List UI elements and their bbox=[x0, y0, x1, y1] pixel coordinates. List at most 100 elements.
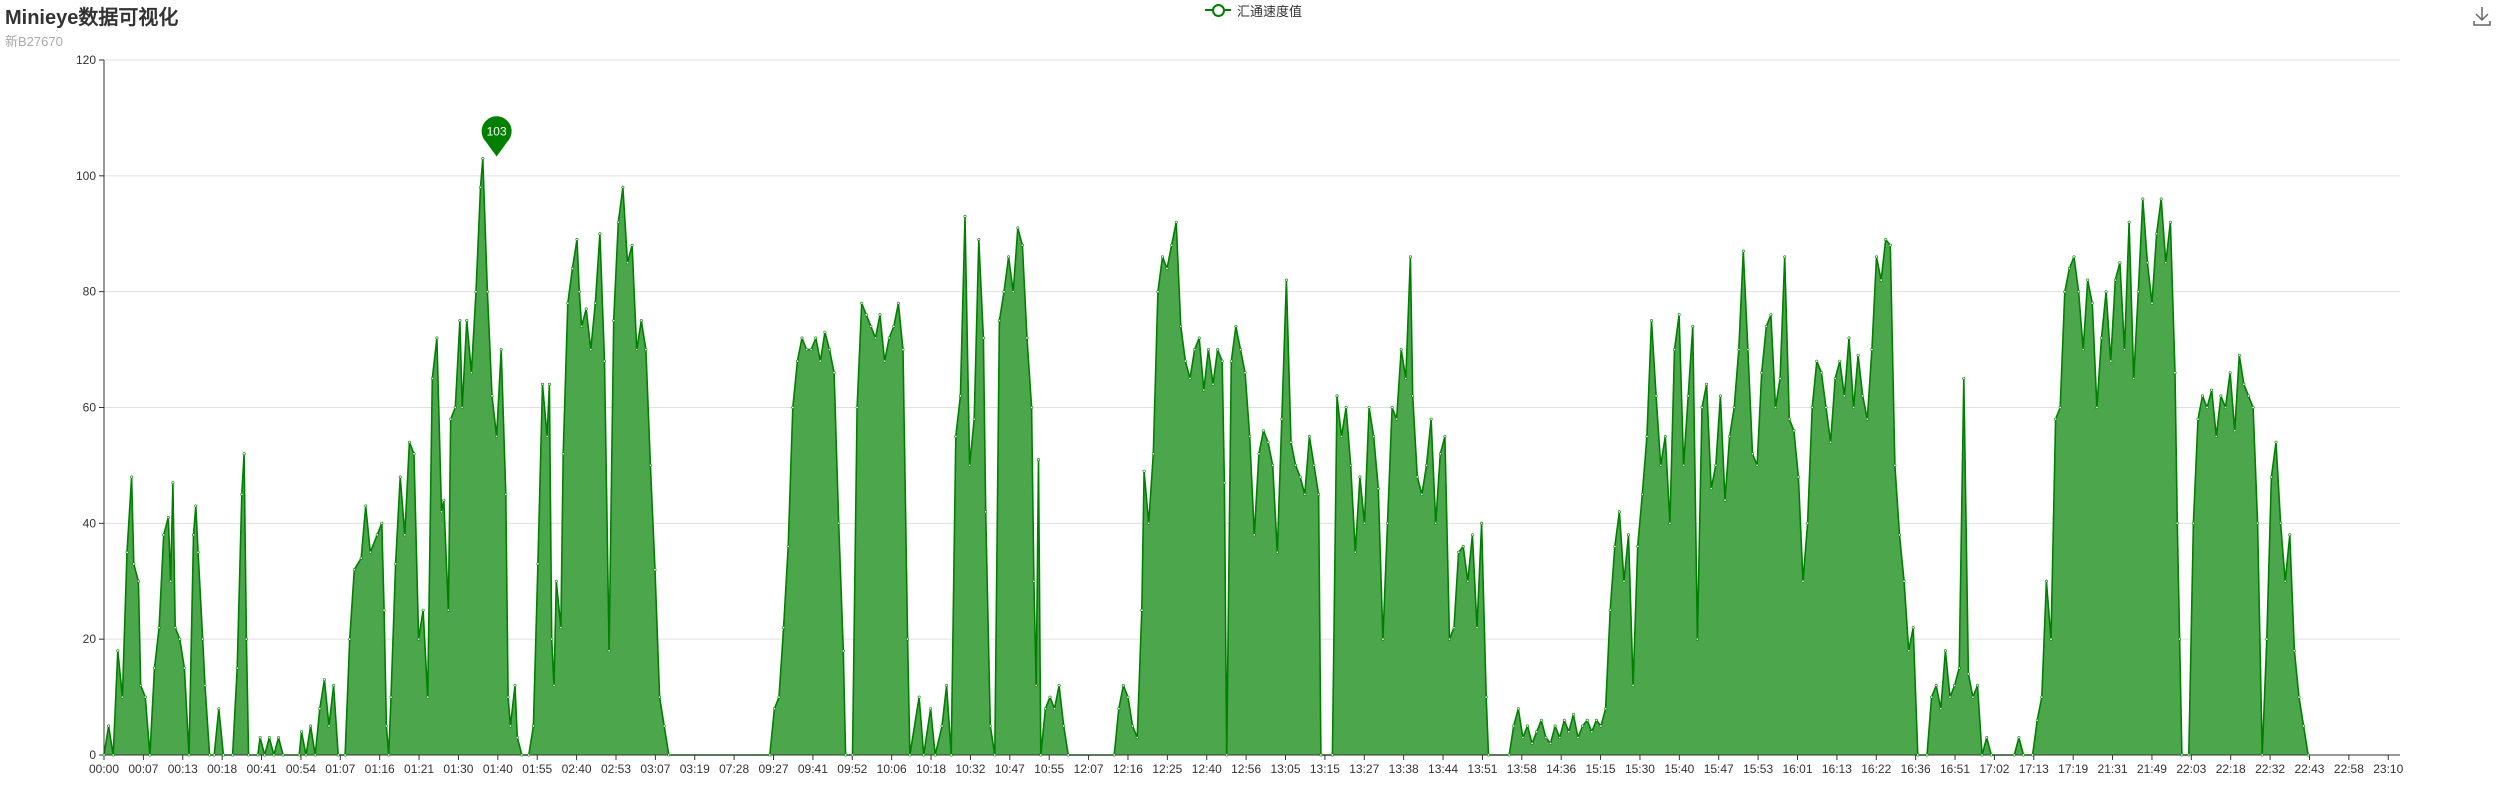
data-point bbox=[336, 753, 340, 757]
data-point bbox=[1222, 481, 1226, 485]
data-point bbox=[2302, 724, 2306, 728]
x-tick-label: 13:51 bbox=[1467, 762, 1497, 776]
data-point bbox=[1718, 394, 1722, 398]
data-point bbox=[1705, 382, 1709, 386]
data-point bbox=[993, 753, 997, 757]
data-point bbox=[1659, 463, 1663, 467]
data-point bbox=[1425, 463, 1429, 467]
data-point bbox=[256, 753, 260, 757]
data-point bbox=[552, 683, 556, 687]
data-point bbox=[1585, 718, 1589, 722]
x-tick-label: 16:36 bbox=[1901, 762, 1931, 776]
data-point bbox=[387, 753, 391, 757]
data-point bbox=[1415, 475, 1419, 479]
data-point bbox=[1622, 579, 1626, 583]
data-point bbox=[1737, 348, 1741, 352]
x-tick-label: 12:56 bbox=[1231, 762, 1261, 776]
data-point bbox=[2196, 417, 2200, 421]
data-point bbox=[1349, 463, 1353, 467]
data-point bbox=[173, 626, 177, 630]
data-point bbox=[972, 417, 976, 421]
data-point bbox=[625, 261, 629, 265]
x-tick-label: 09:41 bbox=[798, 762, 828, 776]
data-point bbox=[2063, 290, 2067, 294]
data-point bbox=[1179, 324, 1183, 328]
data-point bbox=[2173, 371, 2177, 375]
data-point bbox=[864, 313, 868, 317]
data-point bbox=[873, 336, 877, 340]
data-point bbox=[1353, 550, 1357, 554]
data-point bbox=[1865, 417, 1869, 421]
data-point bbox=[1581, 724, 1585, 728]
data-point bbox=[208, 753, 212, 757]
data-point bbox=[2012, 753, 2016, 757]
data-point bbox=[1399, 348, 1403, 352]
data-point bbox=[1043, 707, 1047, 711]
data-point bbox=[1535, 730, 1539, 734]
data-point bbox=[1714, 463, 1718, 467]
data-point bbox=[547, 382, 551, 386]
data-point bbox=[2155, 232, 2159, 236]
x-tick-label: 01:55 bbox=[522, 762, 552, 776]
data-point bbox=[1002, 290, 1006, 294]
data-point bbox=[2150, 301, 2154, 305]
chart-legend[interactable]: 汇通速度值 bbox=[1205, 0, 1302, 20]
data-point bbox=[2274, 440, 2278, 444]
data-point bbox=[2214, 434, 2218, 438]
data-point bbox=[917, 695, 921, 699]
data-point bbox=[795, 359, 799, 363]
data-point bbox=[1367, 405, 1371, 409]
data-point bbox=[359, 556, 363, 560]
x-tick-label: 12:25 bbox=[1152, 762, 1182, 776]
x-tick-label: 12:40 bbox=[1192, 762, 1222, 776]
data-point bbox=[1294, 463, 1298, 467]
data-point bbox=[201, 637, 205, 641]
x-tick-label: 00:13 bbox=[168, 762, 198, 776]
data-point bbox=[327, 724, 331, 728]
data-point bbox=[575, 238, 579, 242]
data-point bbox=[1112, 753, 1116, 757]
data-point bbox=[481, 157, 485, 161]
data-point bbox=[598, 232, 602, 236]
data-point bbox=[1985, 736, 1989, 740]
data-point bbox=[540, 382, 544, 386]
data-point bbox=[435, 336, 439, 340]
data-point bbox=[2219, 394, 2223, 398]
x-tick-label: 13:58 bbox=[1507, 762, 1537, 776]
data-point bbox=[786, 544, 790, 548]
data-point bbox=[602, 359, 606, 363]
x-tick-label: 09:52 bbox=[837, 762, 867, 776]
data-point bbox=[1746, 348, 1750, 352]
data-point bbox=[1934, 683, 1938, 687]
data-point bbox=[1151, 452, 1155, 456]
data-point bbox=[949, 753, 953, 757]
data-point bbox=[2081, 348, 2085, 352]
data-point bbox=[217, 707, 221, 711]
data-point bbox=[536, 562, 540, 566]
data-point bbox=[1962, 376, 1966, 380]
data-point bbox=[561, 452, 565, 456]
data-point bbox=[1011, 290, 1015, 294]
data-point bbox=[446, 608, 450, 612]
data-point bbox=[878, 313, 882, 317]
data-point bbox=[1271, 463, 1275, 467]
data-point bbox=[313, 753, 317, 757]
data-point bbox=[1673, 348, 1677, 352]
x-tick-label: 10:06 bbox=[877, 762, 907, 776]
data-point bbox=[1020, 243, 1024, 247]
data-point bbox=[130, 475, 134, 479]
data-point bbox=[901, 348, 905, 352]
data-point bbox=[1007, 255, 1011, 259]
data-point bbox=[1948, 695, 1952, 699]
data-point bbox=[2269, 475, 2273, 479]
data-point bbox=[1861, 394, 1865, 398]
x-tick-label: 13:15 bbox=[1310, 762, 1340, 776]
data-point bbox=[116, 649, 120, 653]
data-point bbox=[1372, 434, 1376, 438]
data-point bbox=[1875, 255, 1879, 259]
data-point bbox=[499, 348, 503, 352]
download-button[interactable] bbox=[2470, 4, 2494, 28]
data-point bbox=[639, 319, 643, 323]
data-point bbox=[1856, 353, 1860, 357]
data-point bbox=[520, 753, 524, 757]
